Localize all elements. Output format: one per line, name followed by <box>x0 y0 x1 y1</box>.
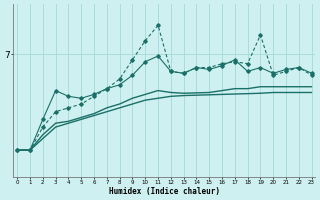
X-axis label: Humidex (Indice chaleur): Humidex (Indice chaleur) <box>109 187 220 196</box>
